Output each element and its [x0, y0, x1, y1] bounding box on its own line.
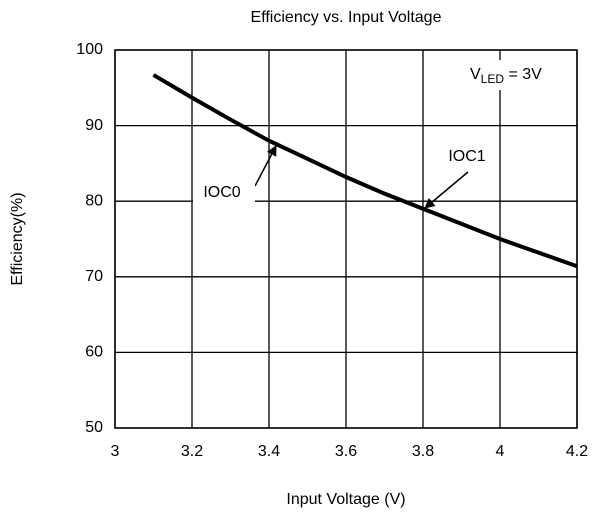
plot-frame — [114, 49, 578, 429]
annotation-bg — [460, 60, 570, 90]
data-line — [152, 73, 578, 269]
x-tick-label: 3.8 — [412, 443, 434, 460]
x-tick-label: 3.2 — [181, 443, 203, 460]
annotation-bg — [193, 181, 255, 205]
y-tick-label: 90 — [85, 117, 103, 134]
x-tick-label: 3.6 — [335, 443, 357, 460]
annotation-arrow — [254, 145, 277, 187]
x-tick-label: 3 — [111, 443, 120, 460]
y-tick-label: 50 — [85, 419, 103, 436]
x-tick-label: 4 — [496, 443, 505, 460]
x-axis-label: Input Voltage (V) — [286, 491, 405, 508]
annotation-text: = 3V — [504, 66, 542, 83]
y-tick-label: 70 — [85, 268, 103, 285]
annotation-subscript: LED — [481, 72, 505, 86]
annotation: IOC0 — [203, 184, 240, 201]
annotation-text: V — [470, 66, 481, 83]
annotation-bg — [440, 145, 496, 169]
x-tick-label: 3.4 — [258, 443, 280, 460]
annotation-arrow — [424, 171, 469, 209]
annotation: VLED = 3V — [470, 66, 542, 86]
y-tick-label: 60 — [85, 344, 103, 361]
x-tick-label: 4.2 — [566, 443, 588, 460]
chart-title: Efficiency vs. Input Voltage — [251, 9, 442, 26]
annotation: IOC1 — [448, 148, 485, 165]
y-axis-label: Efficiency(%) — [9, 192, 26, 285]
y-tick-label: 100 — [76, 41, 103, 58]
y-tick-label: 80 — [85, 192, 103, 209]
